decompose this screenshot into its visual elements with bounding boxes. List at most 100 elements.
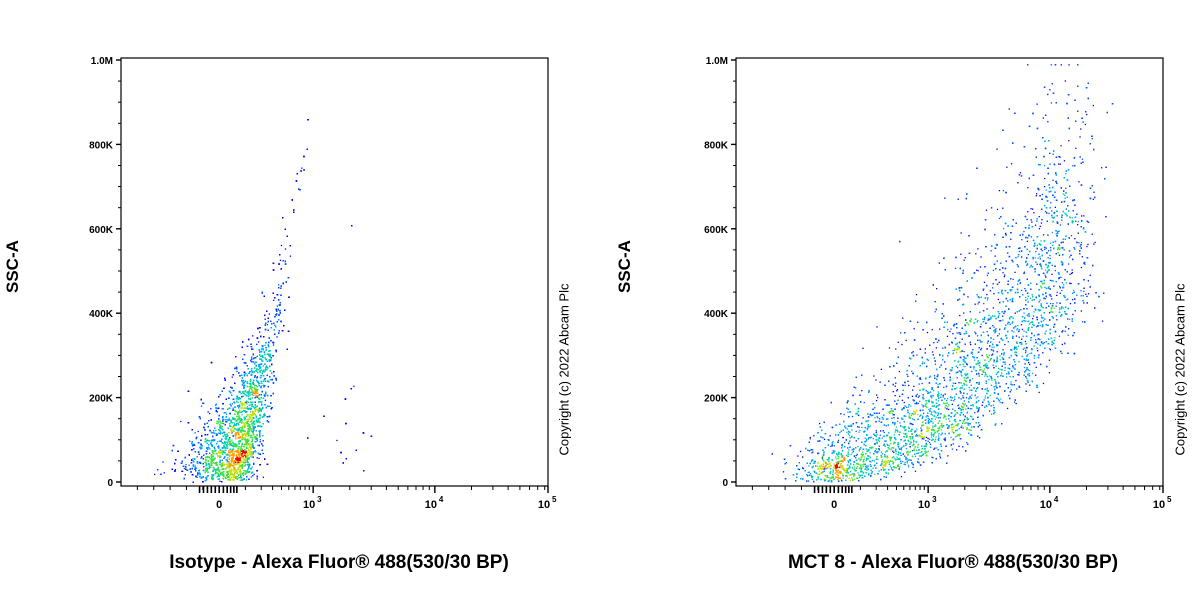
event-dot [163, 472, 165, 474]
event-dot [207, 411, 209, 413]
event-dot [262, 435, 264, 437]
event-dot [180, 420, 182, 423]
event-dot [200, 405, 203, 407]
event-dot [238, 414, 240, 416]
event-dot [254, 388, 256, 391]
event-dot [254, 391, 257, 393]
isotype-panel: SSC-A 0 200K 400K 600K 800K 1.0M 0 10 3 10 4 10 5 C… [3, 56, 572, 573]
event-dot [183, 467, 185, 470]
event-dot [250, 411, 252, 413]
event-dot [225, 413, 228, 416]
event-dot [207, 434, 209, 436]
event-dot [181, 470, 184, 472]
event-dot [240, 439, 242, 441]
event-dot [226, 446, 228, 448]
event-dot [238, 410, 240, 412]
event-dot [196, 476, 198, 478]
event-dot [245, 415, 248, 418]
event-dot [260, 348, 263, 350]
event-dot [205, 467, 207, 469]
event-dot [216, 469, 218, 471]
event-dot [209, 412, 211, 415]
event-dot [242, 474, 245, 477]
event-dot [219, 456, 221, 458]
event-dot [251, 428, 253, 430]
event-dot [216, 411, 218, 413]
event-dot [252, 335, 254, 337]
event-dot [336, 439, 338, 442]
event-dot [251, 466, 253, 468]
event-dot [185, 463, 187, 466]
event-dot [249, 401, 252, 403]
event-dot [233, 465, 235, 467]
event-dot [221, 452, 223, 455]
event-dot [256, 376, 258, 378]
event-dot [205, 465, 207, 467]
event-dot [239, 401, 242, 403]
event-dot [231, 439, 233, 441]
event-dot [221, 408, 223, 410]
event-dot [242, 455, 245, 457]
event-dot [220, 472, 223, 474]
event-dot [256, 478, 258, 480]
event-dot [278, 284, 280, 286]
event-dot [268, 313, 270, 315]
event-dot [244, 457, 247, 460]
event-dot [250, 476, 252, 478]
event-dot [209, 464, 211, 466]
event-dot [259, 439, 261, 441]
event-dot [226, 475, 228, 477]
event-dot [353, 385, 355, 387]
event-dot [264, 399, 267, 401]
event-dot [212, 479, 214, 481]
event-dot [216, 461, 218, 463]
event-dot [233, 422, 235, 424]
event-dot [255, 393, 257, 395]
event-dot [242, 460, 245, 462]
event-dot [258, 457, 260, 460]
event-dot [246, 442, 248, 444]
event-dot [262, 452, 264, 455]
event-dot [215, 429, 217, 432]
event-dot [245, 452, 247, 454]
event-dot [256, 343, 258, 345]
plot-frame [120, 57, 549, 487]
event-dot [246, 406, 249, 408]
event-dot [256, 355, 258, 357]
event-dot [154, 473, 156, 476]
event-dot [256, 421, 258, 424]
event-dot [244, 452, 246, 454]
event-dot [236, 370, 238, 372]
event-dot [231, 376, 233, 378]
event-dot [188, 464, 190, 466]
event-dot [246, 470, 248, 472]
event-dot [258, 394, 260, 396]
event-dot [253, 473, 255, 475]
event-dot [262, 476, 264, 478]
event-dot [197, 472, 199, 474]
event-dot [254, 397, 257, 399]
event-dot [247, 392, 249, 394]
event-dot [301, 167, 303, 169]
event-dot [231, 445, 233, 447]
event-dot [197, 430, 199, 433]
event-dot [280, 244, 283, 247]
event-dot [246, 439, 248, 442]
event-dot [200, 457, 202, 459]
event-dot [245, 479, 248, 481]
event-dot [233, 453, 235, 455]
event-dot [247, 408, 249, 410]
event-dot [241, 414, 243, 416]
event-dot [243, 390, 245, 393]
event-dot [256, 379, 258, 381]
event-dot [237, 401, 239, 404]
event-dot [242, 465, 244, 468]
event-dot [252, 427, 254, 429]
event-dot [238, 462, 240, 464]
event-dot [219, 480, 221, 482]
event-dot [248, 418, 251, 420]
event-dot [278, 319, 280, 321]
event-dot [224, 443, 226, 445]
event-dot [250, 443, 252, 445]
event-dot [228, 439, 230, 441]
